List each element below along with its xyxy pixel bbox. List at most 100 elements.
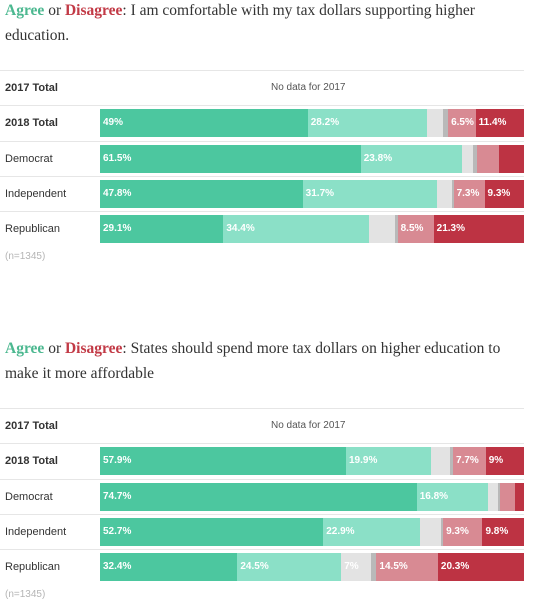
data-label: 29.1% bbox=[103, 223, 132, 234]
row-divider bbox=[0, 211, 524, 212]
bar-segment: 9.3% bbox=[443, 518, 483, 546]
disagree-word: Disagree bbox=[64, 340, 123, 357]
bar-segment bbox=[369, 215, 395, 243]
stacked-bar: 57.9% 19.9% 7.7% 9% bbox=[100, 447, 524, 475]
disagree-word: Disagree bbox=[64, 2, 123, 19]
bar-segment bbox=[394, 215, 398, 243]
bar-segment: 47.8% bbox=[100, 180, 303, 208]
bar-segment bbox=[427, 109, 443, 137]
chart-title: Agree or Disagree: States should spend m… bbox=[5, 336, 525, 386]
stacked-bar: 32.4% 24.5% 7% 14.5% 20.3% bbox=[100, 553, 524, 581]
sample-size-note: (n=1345) bbox=[5, 589, 46, 600]
row-label: 2018 Total bbox=[5, 455, 58, 467]
bar-segment: 52.7% bbox=[100, 518, 324, 546]
bar-segment bbox=[487, 483, 499, 511]
data-label: 8.5% bbox=[400, 223, 424, 234]
bar-segment: 7.3% bbox=[453, 180, 485, 208]
data-label: 7% bbox=[344, 561, 359, 572]
agree-word: Agree bbox=[5, 340, 45, 357]
data-label: 9% bbox=[488, 455, 504, 466]
data-label: 9.3% bbox=[446, 526, 469, 537]
row-label: Republican bbox=[5, 561, 61, 573]
sample-size-note: (n=1345) bbox=[5, 251, 46, 262]
no-data-label: No data for 2017 bbox=[271, 82, 346, 93]
data-label: 16.8% bbox=[419, 491, 449, 502]
row-divider bbox=[0, 141, 524, 142]
row-divider bbox=[0, 479, 524, 480]
data-label: 32.4% bbox=[103, 561, 132, 572]
data-label: 52.7% bbox=[103, 526, 132, 537]
data-label: 28.2% bbox=[310, 117, 340, 128]
stacked-bar: 49% 28.2% 6.5% 11.4% bbox=[100, 109, 524, 137]
chart-1: Agree or Disagree: I am comfortable with… bbox=[0, 0, 538, 272]
data-label: 11.4% bbox=[478, 117, 507, 128]
bar-segment bbox=[472, 145, 477, 173]
row-label: Republican bbox=[5, 223, 61, 235]
bar-segment: 16.8% bbox=[416, 483, 488, 511]
no-data-label: No data for 2017 bbox=[271, 420, 346, 431]
row-divider bbox=[0, 176, 524, 177]
bar-segment: 9.8% bbox=[482, 518, 524, 546]
data-label: 47.8% bbox=[103, 188, 132, 199]
bar-segment bbox=[500, 483, 515, 511]
row-label: 2017 Total bbox=[5, 82, 58, 94]
bar-segment bbox=[498, 483, 501, 511]
data-label: 23.8% bbox=[363, 153, 393, 164]
chart-title-text: I am comfortable with my tax dollars sup… bbox=[5, 2, 475, 44]
bar-segment: 19.9% bbox=[345, 447, 431, 475]
bar-segment bbox=[499, 145, 524, 173]
data-label: 22.9% bbox=[326, 526, 355, 537]
row-label: 2018 Total bbox=[5, 117, 58, 129]
bar-segment bbox=[451, 180, 454, 208]
bar-segment: 7.7% bbox=[453, 447, 486, 475]
bar-segment: 24.5% bbox=[237, 553, 342, 581]
data-label: 7.3% bbox=[456, 188, 480, 199]
bar-segment bbox=[440, 518, 444, 546]
bar-segment: 29.1% bbox=[100, 215, 224, 243]
row-divider bbox=[0, 408, 524, 409]
bar-segment: 22.9% bbox=[323, 518, 421, 546]
data-label: 57.9% bbox=[103, 455, 132, 466]
bar-segment: 7% bbox=[341, 553, 371, 581]
bar-segment: 14.5% bbox=[376, 553, 438, 581]
row-divider bbox=[0, 105, 524, 106]
data-label: 21.3% bbox=[436, 223, 465, 234]
title-colon: : bbox=[122, 340, 131, 357]
row-divider bbox=[0, 514, 524, 515]
row-label: Independent bbox=[5, 188, 67, 200]
data-label: 9.3% bbox=[487, 188, 511, 199]
chart-2: Agree or Disagree: States should spend m… bbox=[0, 338, 538, 610]
bar-segment: 28.2% bbox=[307, 109, 428, 137]
bar-segment bbox=[420, 518, 441, 546]
row-label: Democrat bbox=[5, 153, 53, 165]
row-label: Democrat bbox=[5, 491, 53, 503]
data-label: 9.8% bbox=[485, 526, 509, 537]
data-label: 24.5% bbox=[240, 561, 269, 572]
bar-segment bbox=[442, 109, 449, 137]
stacked-bar: 52.7% 22.9% 9.3% 9.8% bbox=[100, 518, 524, 546]
bar-segment: 23.8% bbox=[360, 145, 462, 173]
row-divider bbox=[0, 70, 524, 71]
bar-segment bbox=[514, 483, 524, 511]
row-label: Independent bbox=[5, 526, 67, 538]
bar-segment: 49% bbox=[100, 109, 308, 137]
bar-segment: 31.7% bbox=[302, 180, 438, 208]
bar-segment bbox=[476, 145, 500, 173]
title-colon: : bbox=[122, 2, 131, 19]
data-label: 19.9% bbox=[348, 455, 378, 466]
row-divider bbox=[0, 549, 524, 550]
stacked-bar: 47.8% 31.7% 7.3% 9.3% bbox=[100, 180, 524, 208]
bar-segment: 6.5% bbox=[448, 109, 476, 137]
data-label: 74.7% bbox=[103, 491, 132, 502]
stacked-bar: 61.5% 23.8% bbox=[100, 145, 524, 173]
data-label: 6.5% bbox=[451, 117, 474, 128]
or-word: or bbox=[44, 2, 65, 19]
bar-segment: 74.7% bbox=[100, 483, 417, 511]
data-label: 14.5% bbox=[379, 561, 408, 572]
bar-segment: 32.4% bbox=[100, 553, 238, 581]
bar-segment bbox=[450, 447, 454, 475]
or-word: or bbox=[44, 340, 65, 357]
bar-segment: 20.3% bbox=[437, 553, 524, 581]
data-label: 7.7% bbox=[456, 455, 479, 466]
bar-segment: 8.5% bbox=[397, 215, 434, 243]
